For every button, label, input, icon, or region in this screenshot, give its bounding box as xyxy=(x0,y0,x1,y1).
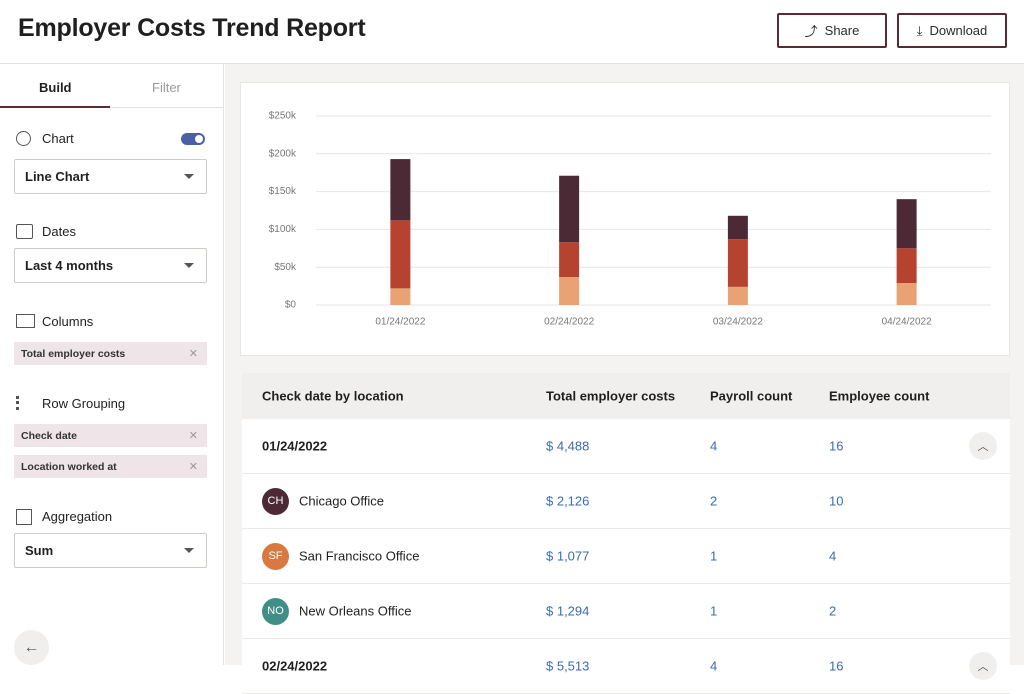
tab-build[interactable]: Build xyxy=(39,80,72,95)
location-row: SF San Francisco Office $ 1,077 1 4 xyxy=(242,529,1010,584)
bar-segment xyxy=(896,248,917,284)
page-title: Employer Costs Trend Report xyxy=(18,14,366,42)
location-employees: 2 xyxy=(829,603,837,619)
group-payroll: 4 xyxy=(710,438,718,454)
page: Employer Costs Trend Report ⤴ Share ⤓ Down… xyxy=(0,0,1024,665)
grouping-icon xyxy=(16,396,33,410)
chart: $0 $50k $100k $150k $200k $250k 01/24/2022 02/2… xyxy=(269,111,991,328)
toggle[interactable] xyxy=(181,133,205,145)
bar-segment xyxy=(559,277,580,305)
aggregation-icon xyxy=(16,509,32,525)
dates-icon xyxy=(16,224,33,239)
columns-icon xyxy=(16,314,35,328)
x-tick-label: 04/24/2022 xyxy=(882,317,932,328)
y-tick-label: $250k xyxy=(269,111,297,122)
column-header: Total employer costs xyxy=(546,388,676,404)
location-row: CH Chicago Office $ 2,126 2 10 xyxy=(242,474,1010,529)
avatar: CH xyxy=(262,488,289,515)
x-tick-label: 02/24/2022 xyxy=(544,317,594,328)
avatar: NO xyxy=(262,598,289,625)
section-label: Row Grouping xyxy=(42,396,126,411)
table-header: Check date by location Total employer cos… xyxy=(242,373,1010,419)
download-button[interactable]: ⤓ Download xyxy=(897,13,1007,48)
group-total: $ 5,513 xyxy=(546,658,590,674)
chip[interactable]: Check date xyxy=(14,424,207,447)
bar-segment xyxy=(727,215,748,240)
tab-filter[interactable]: Filter xyxy=(152,80,181,95)
share-label: Share xyxy=(824,23,860,38)
group-row: 02/24/2022 $ 5,513 4 16 ︿ xyxy=(242,639,1010,694)
location-payroll: 2 xyxy=(710,493,718,509)
y-tick-label: $0 xyxy=(285,300,297,311)
y-tick-label: $100k xyxy=(269,224,297,235)
avatar: SF xyxy=(262,543,289,570)
section-label: Columns xyxy=(42,314,94,329)
sidebar: Build Filter Chart Line Chart Dates Last… xyxy=(0,64,224,665)
y-tick-label: $150k xyxy=(269,186,297,197)
group-employees: 16 xyxy=(829,438,844,454)
share-button[interactable]: ⤴ Share xyxy=(777,13,887,48)
dates-select[interactable]: Last 4 months xyxy=(14,248,207,283)
section-label: Chart xyxy=(42,131,74,146)
chart-icon xyxy=(16,131,31,146)
collapse-button[interactable]: ︿ xyxy=(969,432,997,460)
bar-segment xyxy=(896,283,917,305)
location-name: San Francisco Office xyxy=(299,548,420,564)
group-date: 01/24/2022 xyxy=(262,438,328,454)
header: Employer Costs Trend Report ⤴ Share ⤓ Down… xyxy=(0,0,1024,64)
location-payroll: 1 xyxy=(710,603,718,619)
bar-segment xyxy=(559,175,580,243)
bar-segment xyxy=(896,199,917,249)
location-employees: 4 xyxy=(829,548,837,564)
download-label: Download xyxy=(929,23,988,38)
bar-segment xyxy=(390,220,411,289)
location-name: New Orleans Office xyxy=(299,603,412,619)
location-total: $ 1,294 xyxy=(546,603,590,619)
x-tick-label: 01/24/2022 xyxy=(375,317,425,328)
section-label: Aggregation xyxy=(42,509,113,524)
location-total: $ 1,077 xyxy=(546,548,590,564)
location-name: Chicago Office xyxy=(299,493,385,509)
group-total: $ 4,488 xyxy=(546,438,590,454)
share-icon: ⤴ xyxy=(804,24,818,39)
download-icon: ⤓ xyxy=(916,22,923,38)
location-payroll: 1 xyxy=(710,548,718,564)
bar-segment xyxy=(559,242,580,278)
chart-card: $0 $50k $100k $150k $200k $250k 01/24/2022 02/2… xyxy=(240,82,1010,356)
section-label: Dates xyxy=(42,224,76,239)
table: Check date by location Total employer cos… xyxy=(242,373,1010,694)
y-tick-label: $50k xyxy=(274,262,297,273)
bar-segment xyxy=(390,159,411,221)
column-header: Check date by location xyxy=(262,388,404,404)
bar-segment xyxy=(727,239,748,287)
bar-segment xyxy=(390,288,411,305)
chart-select[interactable]: Line Chart xyxy=(14,159,207,194)
column-header: Employee count xyxy=(829,388,930,404)
group-payroll: 4 xyxy=(710,658,718,674)
bar-segment xyxy=(727,286,748,305)
tab-divider xyxy=(110,107,224,108)
y-tick-label: $200k xyxy=(269,148,297,159)
aggregation-select[interactable]: Sum xyxy=(14,533,207,568)
back-button[interactable]: ← xyxy=(14,630,49,665)
chip[interactable]: Total employer costs xyxy=(14,342,207,365)
group-employees: 16 xyxy=(829,658,844,674)
x-tick-label: 03/24/2022 xyxy=(713,317,763,328)
chip[interactable]: Location worked at xyxy=(14,455,207,478)
tab-underline xyxy=(0,106,110,108)
location-employees: 10 xyxy=(829,493,844,509)
group-date: 02/24/2022 xyxy=(262,658,328,674)
column-header: Payroll count xyxy=(710,388,793,404)
location-total: $ 2,126 xyxy=(546,493,590,509)
collapse-button[interactable]: ︿ xyxy=(969,652,997,680)
group-row: 01/24/2022 $ 4,488 4 16 ︿ xyxy=(242,419,1010,474)
location-row: NO New Orleans Office $ 1,294 1 2 xyxy=(242,584,1010,639)
